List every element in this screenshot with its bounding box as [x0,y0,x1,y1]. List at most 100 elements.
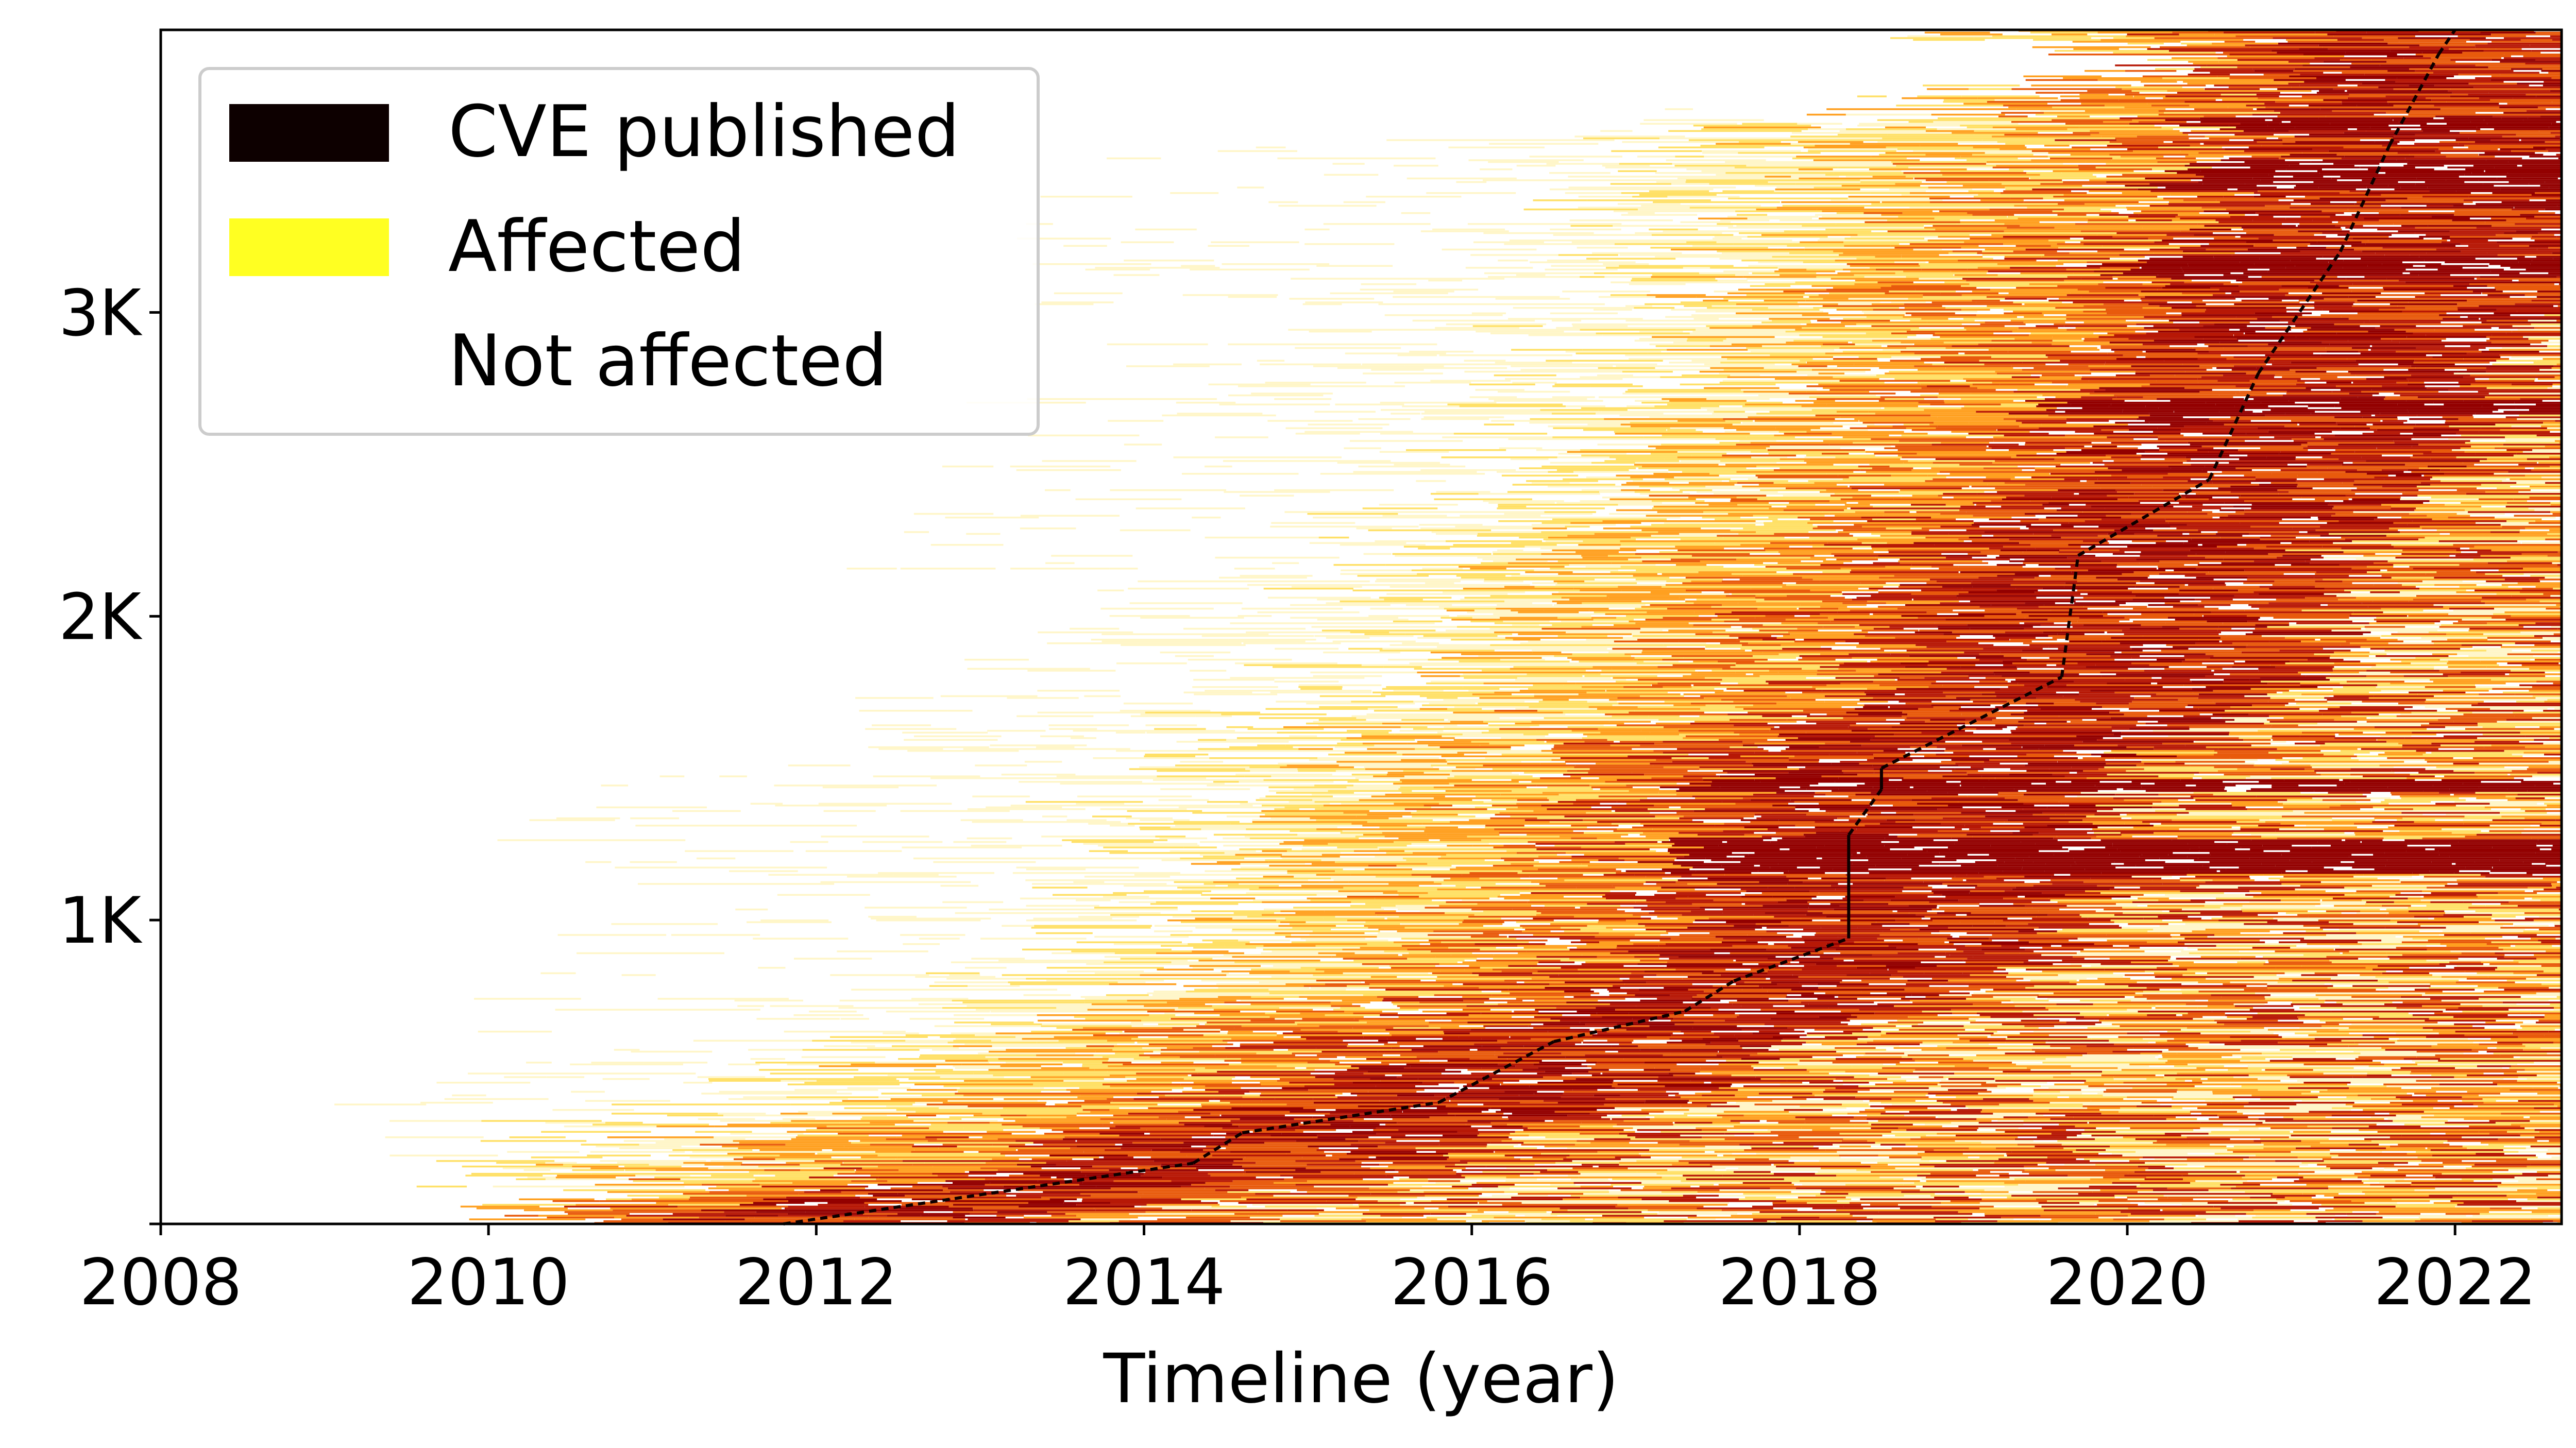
affected-segment [1041,1067,1090,1069]
affected-segment [2467,1091,2562,1093]
vulnerability-row [1025,879,2562,881]
affected-segment [1393,1103,1458,1105]
affected-segment [2226,868,2334,871]
vulnerability-row [743,1096,2562,1098]
affected-segment [1261,952,1318,955]
affected-segment [1753,1098,1807,1100]
vulnerability-row [619,1147,2562,1149]
affected-segment [1710,1164,1771,1166]
affected-segment [1379,826,1426,828]
affected-segment [1280,1078,1334,1080]
affected-segment [2035,843,2113,845]
affected-segment [1240,866,1334,868]
affected-segment [1707,877,1808,880]
affected-segment [2158,899,2191,901]
affected-segment [2147,1001,2268,1003]
affected-segment [2395,1171,2493,1173]
affected-segment [1548,1030,1607,1033]
affected-segment [1979,1207,2008,1209]
affected-segment [1711,1091,1823,1093]
affected-segment [809,1010,857,1013]
affected-segment [1744,826,1779,828]
affected-segment [1717,883,1788,885]
affected-segment [2188,1012,2225,1014]
affected-segment [1650,1047,1742,1049]
affected-segment [2549,1140,2562,1142]
affected-segment [744,1218,855,1220]
affected-segment [1278,925,1336,927]
affected-segment [1104,961,1172,963]
affected-segment [1009,1174,1040,1177]
affected-segment [1978,1127,2019,1129]
affected-segment [1111,974,1140,976]
affected-segment [1070,1147,1121,1149]
affected-segment [1232,956,1332,958]
affected-segment [2233,832,2345,834]
affected-segment [1756,923,1871,925]
affected-segment [2470,932,2562,934]
affected-segment [1533,864,1588,867]
affected-segment [1192,950,1229,952]
affected-segment [2223,903,2320,905]
affected-segment [2025,986,2147,989]
affected-segment [1084,876,1170,878]
affected-segment [2362,1220,2415,1222]
affected-segment [1734,1125,1855,1128]
affected-segment [1003,1118,1041,1120]
affected-segment [1860,1198,1982,1200]
affected-segment [1777,839,1850,841]
affected-segment [911,1198,951,1200]
affected-segment [2055,1169,2105,1171]
affected-segment [2372,821,2414,823]
affected-segment [2500,903,2562,905]
affected-segment [2249,1156,2298,1159]
affected-segment [2442,839,2538,841]
affected-segment [1845,874,1967,876]
affected-segment [1989,1074,2102,1077]
affected-segment [1536,848,1650,850]
affected-segment [2042,1062,2090,1064]
affected-segment [1740,888,1836,891]
affected-segment [1697,1191,1791,1193]
affected-segment [2481,1058,2550,1060]
vulnerability-row [592,1123,2562,1126]
affected-segment [1157,1218,1280,1220]
affected-segment [708,1167,824,1169]
affected-segment [1815,821,1895,823]
affected-segment [1966,998,2036,1000]
affected-segment [1802,968,1888,970]
affected-segment [602,1078,650,1080]
affected-segment [1338,890,1398,892]
affected-segment [2244,989,2269,991]
affected-segment [1735,1158,1769,1161]
affected-segment [2138,897,2169,899]
affected-segment [2182,939,2260,942]
affected-segment [1654,910,1691,912]
affected-segment [1963,959,2028,962]
affected-segment [1836,1174,1917,1177]
affected-segment [2395,894,2477,896]
affected-segment [1681,1049,1769,1051]
affected-segment [1234,961,1357,963]
affected-segment [1381,1062,1430,1064]
affected-segment [2358,1177,2435,1179]
affected-segment [2062,959,2088,962]
affected-segment [1994,921,2114,923]
affected-segment [1560,1019,1649,1022]
affected-segment [2427,1089,2510,1091]
affected-segment [1627,1134,1681,1137]
affected-segment [1006,1049,1113,1051]
vulnerability-row [1023,994,2562,996]
affected-segment [1842,1080,1906,1082]
affected-segment [1657,890,1747,892]
affected-segment [507,1151,580,1153]
affected-segment [1445,1165,1486,1168]
affected-segment [1231,1038,1307,1040]
affected-segment [1694,919,1812,922]
affected-segment [2112,844,2144,847]
affected-segment [1293,1030,1338,1033]
affected-segment [2128,985,2247,987]
affected-segment [1444,1032,1470,1034]
affected-segment [2369,1021,2438,1024]
affected-segment [1507,1058,1624,1060]
